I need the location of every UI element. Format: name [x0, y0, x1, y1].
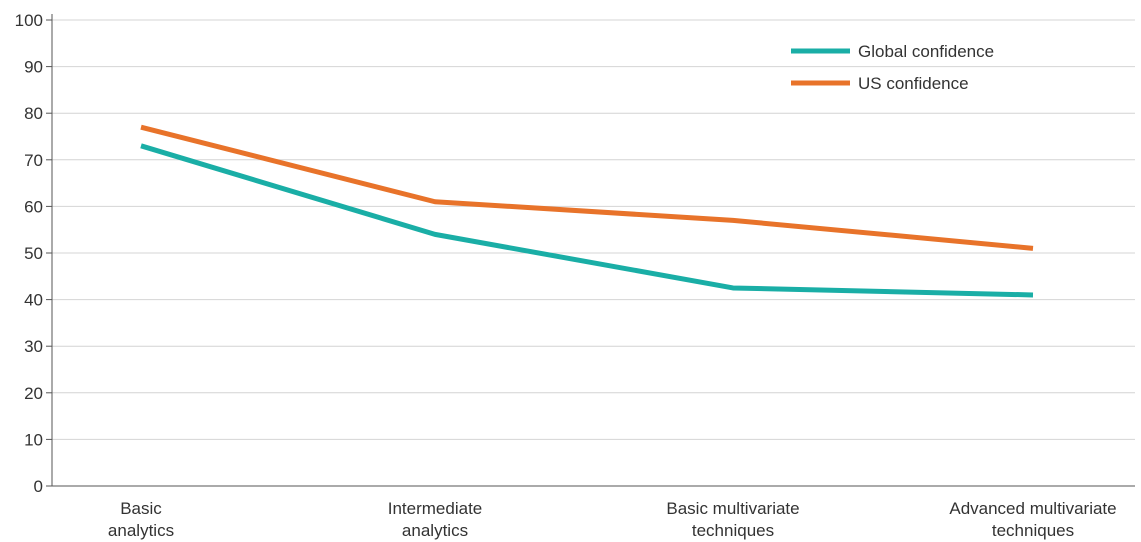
legend-label: US confidence: [858, 74, 969, 93]
series-line-us: [140, 124, 1034, 251]
legend: Global confidence US confidence: [791, 42, 994, 93]
y-tick-label: 10: [24, 430, 43, 449]
y-tick-label: 40: [24, 291, 43, 310]
y-tick-label: 60: [24, 197, 43, 216]
x-tick-label-line: Basic multivariate: [666, 499, 799, 518]
series-lines: [140, 124, 1034, 298]
x-tick-label: Basic multivariate techniques: [666, 499, 799, 540]
y-tick-label: 0: [34, 477, 43, 496]
y-tick-label: 30: [24, 337, 43, 356]
y-tick-label: 90: [24, 58, 43, 77]
x-tick-label: Advanced multivariate techniques: [949, 499, 1116, 540]
x-tick-label-line: analytics: [108, 521, 174, 540]
y-tick-label: 100: [15, 11, 43, 30]
y-tick-label: 80: [24, 104, 43, 123]
y-tick-label: 50: [24, 244, 43, 263]
y-tick-label: 70: [24, 151, 43, 170]
x-tick-label: Intermediate analytics: [388, 499, 483, 540]
x-tick-label: Basic analytics: [108, 499, 174, 540]
x-tick-label-line: analytics: [402, 521, 468, 540]
x-tick-label-line: techniques: [992, 521, 1074, 540]
series-line-global: [140, 143, 1034, 298]
x-tick-label-line: Advanced multivariate: [949, 499, 1116, 518]
x-tick-label-line: Intermediate: [388, 499, 483, 518]
gridlines: [52, 19, 1135, 440]
x-tick-label-line: Basic: [120, 499, 162, 518]
x-tick-label-line: techniques: [692, 521, 774, 540]
y-tick-label: 20: [24, 384, 43, 403]
legend-label: Global confidence: [858, 42, 994, 61]
